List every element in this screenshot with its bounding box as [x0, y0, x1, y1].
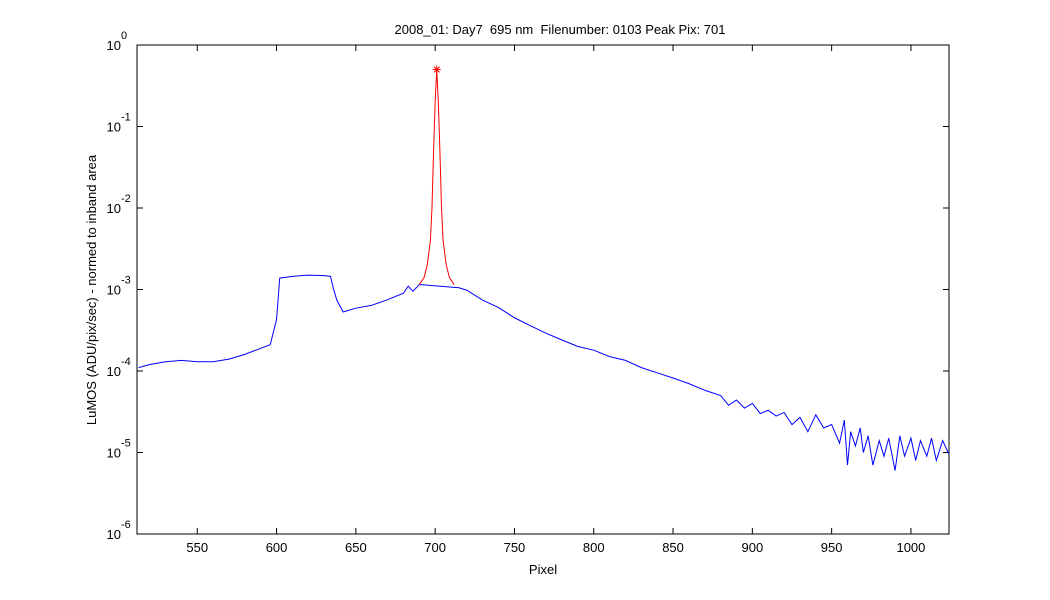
- x-tick-label: 800: [583, 540, 605, 555]
- x-tick-label: 650: [345, 540, 367, 555]
- y-tick-exponent: -5: [121, 438, 131, 450]
- chart-title: 2008_01: Day7 695 nm Filenumber: 0103 Pe…: [395, 22, 726, 37]
- x-tick-label: 1000: [896, 540, 925, 555]
- y-tick-label: 10: [107, 120, 121, 135]
- peak-marker: [432, 65, 441, 74]
- y-tick-exponent: -4: [121, 356, 131, 368]
- y-tick-label: 10: [107, 38, 121, 53]
- x-tick-label: 950: [821, 540, 843, 555]
- y-axis-label: LuMOS (ADU/pix/sec) - normed to inband a…: [84, 154, 99, 425]
- y-tick-exponent: -1: [121, 112, 131, 124]
- x-tick-label: 850: [662, 540, 684, 555]
- y-tick-label: 10: [107, 446, 121, 461]
- y-tick-exponent: -3: [121, 275, 131, 287]
- y-tick-label: 10: [107, 364, 121, 379]
- y-tick-exponent: 0: [121, 30, 127, 42]
- plot-frame: [136, 44, 950, 535]
- y-tick-label: 10: [107, 283, 121, 298]
- x-tick-label: 900: [741, 540, 763, 555]
- x-tick-label: 700: [424, 540, 446, 555]
- y-tick-label: 10: [107, 527, 121, 542]
- y-tick-exponent: -6: [121, 519, 131, 531]
- x-tick-label: 600: [266, 540, 288, 555]
- y-tick-label: 10: [107, 201, 121, 216]
- y-tick-exponent: -2: [121, 193, 131, 205]
- x-tick-label: 750: [504, 540, 526, 555]
- x-tick-label: 550: [186, 540, 208, 555]
- series-line: [138, 274, 950, 471]
- x-axis-label: Pixel: [529, 562, 557, 577]
